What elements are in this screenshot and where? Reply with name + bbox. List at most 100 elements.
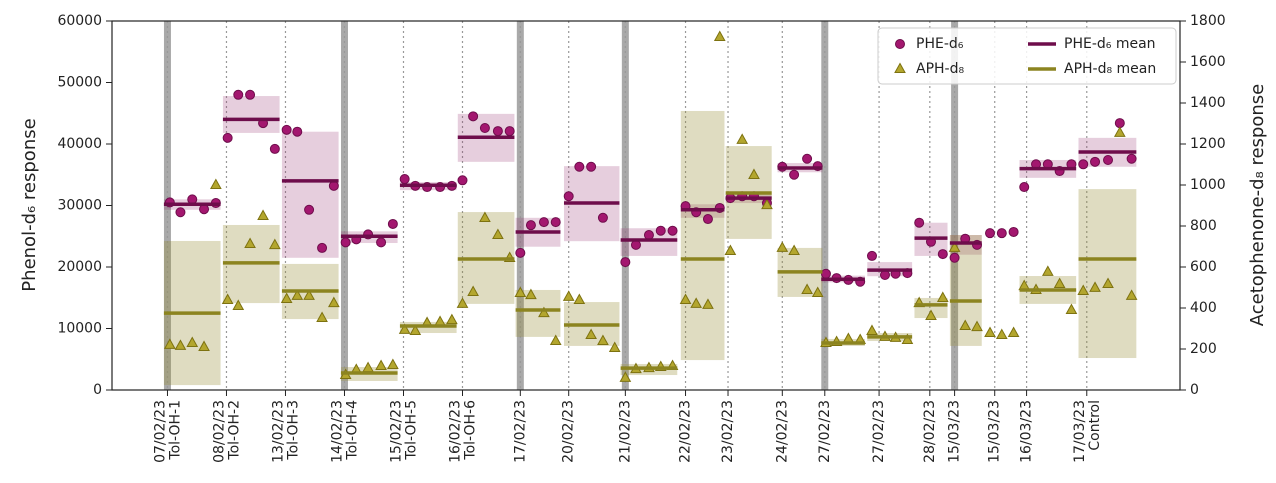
point: [199, 204, 210, 215]
point: [608, 341, 621, 352]
range-band: [222, 96, 280, 133]
point: [376, 237, 387, 248]
point: [1090, 156, 1101, 167]
y-tick-label: 0: [93, 382, 102, 398]
point: [643, 230, 654, 241]
x-tick-label: 13/02/23: [270, 400, 286, 463]
point: [399, 174, 410, 185]
point: [1065, 303, 1078, 315]
point: [995, 328, 1008, 340]
y-tick-label: 60000: [57, 13, 102, 29]
point: [842, 332, 855, 343]
point: [304, 204, 315, 215]
point: [630, 239, 641, 250]
y2-tick-label: 0: [1190, 382, 1199, 398]
point: [949, 252, 960, 263]
point: [186, 336, 199, 348]
legend-label: APH-d₈ mean: [1064, 61, 1156, 77]
range-band: [281, 131, 339, 258]
point: [328, 180, 339, 191]
point: [479, 211, 491, 223]
x-tick-label: 08/02/23: [211, 400, 227, 463]
point: [1019, 182, 1030, 193]
point: [748, 168, 760, 179]
point: [866, 250, 877, 261]
x-tick-label: 27/02/23: [817, 400, 833, 463]
point: [925, 309, 937, 320]
point: [959, 319, 972, 331]
point: [525, 288, 537, 300]
point: [971, 320, 983, 332]
point: [245, 89, 256, 100]
point: [667, 225, 678, 236]
point: [597, 212, 608, 223]
point: [479, 123, 490, 134]
point: [985, 228, 996, 239]
x-tick-label: 21/02/23: [617, 400, 633, 463]
x-tick-label: 23/02/23: [720, 400, 736, 463]
x-tick-label: Control: [1087, 400, 1103, 451]
x-tick-label: Tol-OH-3: [285, 400, 301, 461]
point: [387, 218, 398, 229]
x-tick-label: Tol-OH-2: [226, 400, 242, 461]
plot-frame: [111, 20, 1181, 391]
point: [187, 194, 198, 205]
point: [801, 283, 813, 294]
y-tick-label: 20000: [57, 259, 102, 275]
point: [269, 143, 280, 154]
point: [515, 247, 526, 258]
point: [221, 293, 234, 305]
point: [456, 297, 469, 308]
legend-marker: [894, 62, 906, 73]
x-tick-label: 15/02/23: [388, 400, 404, 463]
point: [387, 358, 399, 369]
x-tick-label: 22/02/23: [678, 400, 694, 463]
y-tick-label: 40000: [57, 136, 102, 152]
point: [281, 124, 292, 135]
point: [563, 191, 574, 202]
y-tick-label: 10000: [57, 321, 102, 337]
point: [492, 228, 504, 240]
point: [257, 209, 269, 220]
point: [1089, 281, 1101, 292]
point: [291, 289, 304, 300]
point: [1053, 277, 1066, 289]
y2-tick-label: 800: [1190, 218, 1217, 234]
x-tick-label: 17/02/23: [512, 400, 528, 463]
point: [1125, 289, 1138, 300]
x-tick-label: 16/03/23: [1019, 400, 1035, 463]
legend-label: APH-d₈: [916, 61, 964, 77]
point: [562, 290, 575, 301]
point: [504, 126, 515, 137]
point: [292, 126, 303, 137]
point: [573, 293, 586, 305]
break-band: [821, 21, 829, 390]
point: [776, 241, 789, 252]
y2-tick-label: 1600: [1190, 54, 1226, 70]
x-tick-label: 16/02/23: [447, 400, 463, 463]
point: [514, 286, 527, 298]
point: [820, 268, 831, 279]
y-tick-label: 30000: [57, 198, 102, 214]
point: [174, 339, 187, 350]
point: [409, 324, 422, 335]
range-band: [680, 110, 725, 361]
point: [789, 169, 800, 180]
range-band: [1078, 189, 1137, 359]
point: [1102, 277, 1114, 289]
point: [1113, 126, 1126, 137]
point: [936, 291, 949, 302]
x-tick-label: Tol-OH-6: [462, 400, 478, 461]
point: [802, 153, 813, 164]
legend-label: PHE-d₆ mean: [1064, 36, 1156, 52]
point: [1041, 265, 1054, 276]
point: [457, 175, 468, 186]
point: [811, 286, 824, 298]
x-tick-label: 15/03/23: [987, 400, 1003, 463]
range-band: [515, 289, 561, 337]
break-band: [340, 21, 348, 390]
point: [375, 359, 387, 371]
break-band: [951, 21, 959, 390]
point: [690, 297, 703, 308]
point: [736, 133, 749, 144]
